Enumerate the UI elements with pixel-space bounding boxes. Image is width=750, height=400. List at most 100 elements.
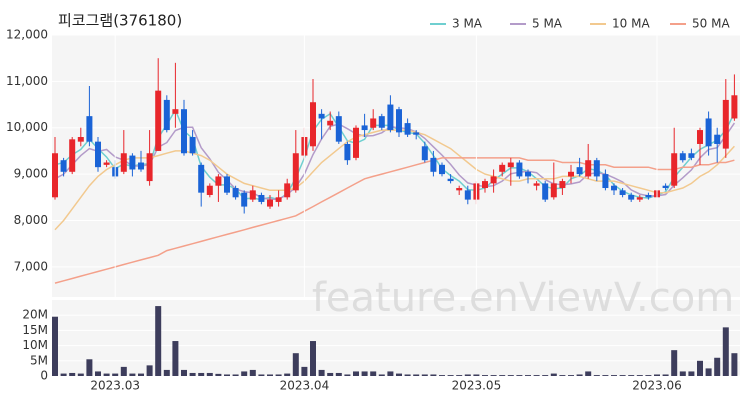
candle-body xyxy=(327,120,334,126)
volume-bar xyxy=(181,369,187,376)
volume-bar xyxy=(241,371,248,376)
volume-bar xyxy=(189,372,196,376)
ma-line xyxy=(54,129,735,231)
volume-bar xyxy=(421,374,428,376)
volume-bar xyxy=(413,374,420,376)
candle-body xyxy=(353,127,359,158)
candle-body xyxy=(267,199,273,207)
candle-body xyxy=(60,160,67,172)
candle-body xyxy=(456,188,463,191)
candle-body xyxy=(585,160,592,177)
volume-bar xyxy=(198,372,205,376)
candle-body xyxy=(533,183,540,186)
candle-body xyxy=(525,171,531,177)
candle-body xyxy=(310,102,316,147)
candle-body xyxy=(138,162,144,170)
x-tick-label: 2023.03 xyxy=(90,379,140,393)
volume-bar xyxy=(232,374,239,376)
volume-bar xyxy=(60,373,67,376)
candle-body xyxy=(482,181,488,189)
volume-bar xyxy=(224,374,230,376)
candle-body xyxy=(224,176,230,193)
candle-body xyxy=(103,162,110,165)
volume-bar xyxy=(550,373,557,376)
candle-body xyxy=(275,197,282,202)
volume-bar xyxy=(146,365,153,376)
volume-bar xyxy=(120,366,127,376)
volume-bar xyxy=(327,372,334,376)
candle-body xyxy=(335,116,342,142)
volume-bar xyxy=(95,371,101,376)
y-tick-label: 11,000 xyxy=(6,74,48,88)
volume-bar xyxy=(112,373,119,376)
y-tick-label: 8,000 xyxy=(14,213,48,227)
candle-body xyxy=(679,153,686,161)
ma-line xyxy=(54,122,736,200)
volume-bar xyxy=(654,374,660,376)
volume-bar xyxy=(335,372,342,376)
volume-bar xyxy=(568,375,574,376)
candle-body xyxy=(404,123,411,135)
candle-body xyxy=(378,116,385,128)
volume-bar xyxy=(103,373,110,376)
volume-bar xyxy=(662,374,669,376)
volume-bar xyxy=(404,374,411,376)
volume-bar xyxy=(77,373,84,376)
volume-bar xyxy=(353,371,359,376)
candle-body xyxy=(576,167,583,175)
candle-body xyxy=(258,194,265,202)
candle-body xyxy=(413,132,420,135)
x-tick-label: 2023.05 xyxy=(452,379,502,393)
candle-body xyxy=(559,181,566,189)
volume-bar xyxy=(619,375,626,376)
volume-bar xyxy=(318,369,325,376)
volume-bar xyxy=(542,375,549,376)
watermark: feature.enViewV.com xyxy=(312,275,734,321)
candle-body xyxy=(215,176,222,186)
y-tick-label: 20M xyxy=(22,308,48,322)
volume-bar xyxy=(52,316,58,376)
y-tick-label: 12,000 xyxy=(6,28,48,42)
volume-bar xyxy=(705,368,712,376)
candle-body xyxy=(77,137,84,142)
candle-body xyxy=(628,194,635,200)
candle-body xyxy=(155,90,162,151)
volume-bar xyxy=(301,366,308,376)
volume-bar xyxy=(284,373,291,376)
legend-label: 10 MA xyxy=(612,17,650,31)
candle-body xyxy=(507,162,514,168)
candle-body xyxy=(464,190,471,200)
volume-bar xyxy=(628,375,635,376)
volume-bar xyxy=(507,375,514,376)
chart-title: 피코그램(376180) xyxy=(58,12,182,30)
candle-body xyxy=(611,185,617,191)
candle-body xyxy=(568,171,574,177)
volume-bar xyxy=(267,374,273,376)
candle-body xyxy=(370,118,377,128)
volume-bar xyxy=(447,375,454,376)
candle-body xyxy=(95,141,101,168)
candle-body xyxy=(120,153,127,172)
candle-body xyxy=(714,134,721,144)
candle-body xyxy=(662,185,669,189)
candle-body xyxy=(671,153,678,186)
candle-body xyxy=(318,113,325,119)
y-tick-label: 10,000 xyxy=(6,120,48,134)
candle-body xyxy=(52,153,58,198)
candle-body xyxy=(232,188,239,198)
candle-body xyxy=(241,192,248,207)
legend-label: 5 MA xyxy=(532,17,563,31)
volume-bar xyxy=(361,371,368,376)
y-tick-label: 7,000 xyxy=(14,259,48,273)
candle-body xyxy=(688,153,695,158)
volume-bar xyxy=(533,375,540,376)
volume-bar xyxy=(671,350,678,376)
candle-body xyxy=(697,130,703,144)
candle-body xyxy=(129,155,136,170)
candle-body xyxy=(163,99,170,131)
volume-bar xyxy=(215,373,222,376)
candle-body xyxy=(619,190,626,195)
candle-body xyxy=(172,109,179,114)
volume-bar xyxy=(679,371,686,376)
volume-bar xyxy=(602,375,609,376)
